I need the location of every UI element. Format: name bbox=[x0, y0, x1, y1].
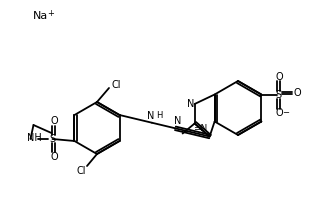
Text: −: − bbox=[282, 108, 289, 117]
Text: O: O bbox=[50, 152, 58, 162]
Text: NH: NH bbox=[27, 133, 42, 143]
Text: N: N bbox=[174, 116, 181, 126]
Text: N: N bbox=[187, 99, 194, 109]
Text: O: O bbox=[275, 72, 283, 82]
Text: =N: =N bbox=[193, 124, 208, 133]
Text: O: O bbox=[294, 88, 301, 98]
Text: Na: Na bbox=[32, 11, 48, 21]
Text: H: H bbox=[156, 111, 162, 120]
Text: O: O bbox=[50, 116, 58, 126]
Text: +: + bbox=[47, 9, 54, 17]
Text: O: O bbox=[275, 108, 283, 118]
Text: S: S bbox=[49, 134, 56, 144]
Text: Cl: Cl bbox=[76, 166, 86, 176]
Text: S: S bbox=[275, 89, 281, 99]
Text: N: N bbox=[147, 111, 154, 121]
Text: Cl: Cl bbox=[111, 80, 121, 90]
